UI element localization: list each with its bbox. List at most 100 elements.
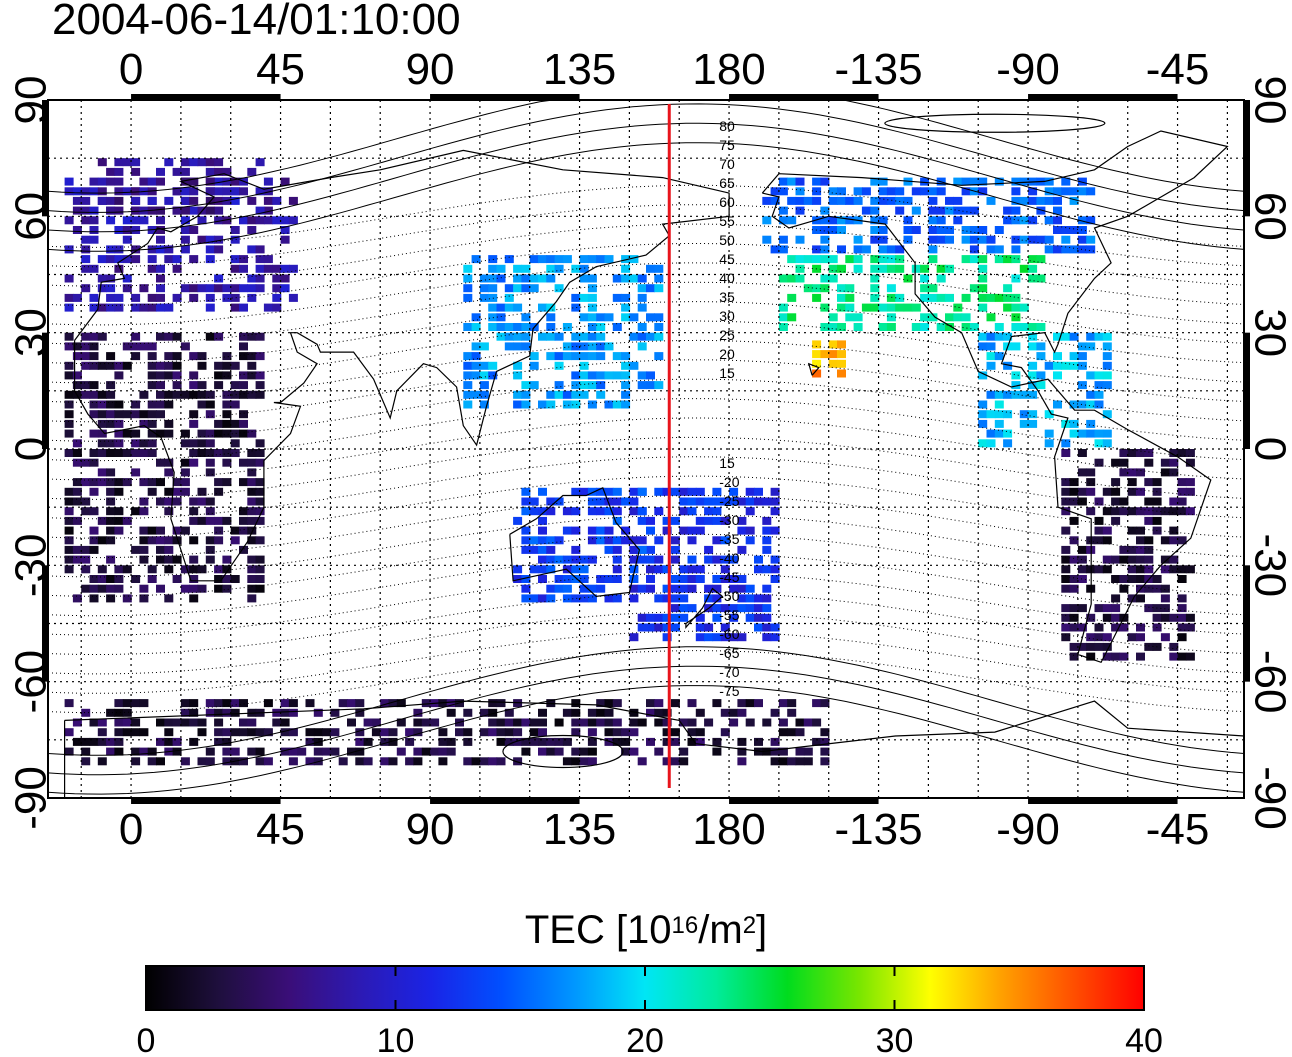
top-lon-label: 180 bbox=[692, 45, 765, 94]
frame-bar bbox=[729, 94, 879, 100]
contour-label: 15 bbox=[719, 455, 735, 471]
frame-bar bbox=[1028, 798, 1178, 804]
frame-bar bbox=[430, 798, 580, 804]
colorbar-title-prefix: TEC [10 bbox=[524, 908, 672, 952]
contour-65 bbox=[48, 142, 1244, 252]
tec-region-3 bbox=[778, 255, 1046, 331]
frame-bar bbox=[1244, 332, 1250, 449]
coastline-5 bbox=[807, 362, 820, 376]
right-lat-label: 90 bbox=[1246, 76, 1292, 125]
contour-pole-south bbox=[502, 734, 624, 769]
left-lat-label: 60 bbox=[7, 192, 56, 241]
contour--70 bbox=[48, 665, 1244, 776]
left-lat-label: 30 bbox=[7, 308, 56, 357]
contour-label: 55 bbox=[719, 213, 735, 229]
frame-bar bbox=[42, 565, 48, 682]
contour-label: -25 bbox=[719, 493, 739, 509]
contour-label: 20 bbox=[719, 346, 735, 362]
left-lat-label: 90 bbox=[7, 76, 56, 125]
contour-label: 35 bbox=[719, 289, 735, 305]
contour-label: -65 bbox=[719, 645, 739, 661]
left-lat-label: -30 bbox=[7, 534, 56, 598]
tec-region-7 bbox=[629, 487, 780, 642]
frame-bar bbox=[1244, 565, 1250, 682]
right-lat-label: 30 bbox=[1246, 308, 1292, 357]
colorbar-title-exp1: 16 bbox=[671, 912, 699, 939]
contour-label: 60 bbox=[719, 194, 735, 210]
bottom-lon-label: 135 bbox=[543, 805, 616, 854]
frame-bar bbox=[729, 798, 879, 804]
contour-labels: 80 75 70 65 60 55 50 45 40 35 30 25 20 15 15 -20 -25 -30 -… bbox=[719, 118, 739, 699]
left-lat-label: -90 bbox=[7, 766, 56, 830]
tec-region-4 bbox=[762, 177, 1096, 254]
right-lat-label: -90 bbox=[1246, 766, 1292, 830]
contour-label: -60 bbox=[719, 626, 739, 642]
contour-label: 15 bbox=[719, 365, 735, 381]
colorbar-tick-label: 30 bbox=[876, 1022, 914, 1057]
bottom-lon-label: -135 bbox=[835, 805, 923, 854]
contour-label: -70 bbox=[719, 664, 739, 680]
frame-bar bbox=[1028, 94, 1178, 100]
contour-label: -30 bbox=[719, 512, 739, 528]
bottom-lon-label: 45 bbox=[256, 805, 305, 854]
bottom-lon-label: -45 bbox=[1146, 805, 1210, 854]
colorbar-title-exp2: 2 bbox=[742, 912, 757, 939]
contour-label: 30 bbox=[719, 308, 735, 324]
contour-70 bbox=[48, 122, 1244, 233]
contour--65 bbox=[48, 646, 1244, 756]
colorbar-tick-label: 20 bbox=[626, 1022, 664, 1057]
tec-data-layer bbox=[64, 158, 1195, 766]
colorbar-tick-label: 10 bbox=[377, 1022, 415, 1057]
colorbar-title: TEC [1016/m2] bbox=[0, 906, 1292, 954]
bottom-lon-label: -90 bbox=[996, 805, 1060, 854]
contour-label: 80 bbox=[719, 118, 735, 134]
coastline-3 bbox=[761, 130, 1229, 664]
colorbar-title-suffix: ] bbox=[756, 908, 768, 952]
frame-bar bbox=[131, 94, 281, 100]
left-lat-label: 0 bbox=[7, 437, 56, 461]
colorbar-title-mid: /m bbox=[698, 908, 743, 952]
contour-pole-north bbox=[884, 113, 1106, 133]
top-lon-label: -90 bbox=[996, 45, 1060, 94]
bottom-lon-label: 0 bbox=[119, 805, 143, 854]
bottom-lon-label: 180 bbox=[692, 805, 765, 854]
right-lat-label: 0 bbox=[1246, 437, 1292, 461]
tec-region-5 bbox=[978, 332, 1112, 448]
top-lon-label: -45 bbox=[1146, 45, 1210, 94]
magnetic-contours bbox=[48, 100, 1244, 795]
contour-label: 45 bbox=[719, 251, 735, 267]
bottom-lon-label: 90 bbox=[406, 805, 455, 854]
tec-region-11 bbox=[64, 699, 830, 766]
coastline-1 bbox=[509, 486, 641, 598]
top-lon-label: 90 bbox=[406, 45, 455, 94]
frame-bar bbox=[430, 94, 580, 100]
contour-label: -20 bbox=[719, 474, 739, 490]
coastline-2 bbox=[685, 587, 724, 630]
frame-bar bbox=[1244, 100, 1250, 217]
contour-75 bbox=[48, 103, 1244, 213]
top-lon-label: 135 bbox=[543, 45, 616, 94]
coastline-layer bbox=[63, 130, 1244, 798]
frame-bar bbox=[131, 798, 281, 804]
contour-label: -55 bbox=[719, 607, 739, 623]
colorbar-tick-label: 0 bbox=[137, 1022, 156, 1057]
coastline-4 bbox=[63, 700, 1244, 798]
top-lon-label: 0 bbox=[119, 45, 143, 94]
contour-label: 25 bbox=[719, 327, 735, 343]
timestamp-title: 2004-06-14/01:10:00 bbox=[52, 0, 461, 44]
contour-label: -50 bbox=[719, 588, 739, 604]
contour--75 bbox=[48, 685, 1244, 795]
contour-label: -45 bbox=[719, 569, 739, 585]
right-lat-label: 60 bbox=[1246, 192, 1292, 241]
contour-label: 65 bbox=[719, 175, 735, 191]
colorbar-tick-label: 40 bbox=[1125, 1022, 1163, 1057]
left-lat-label: -60 bbox=[7, 650, 56, 714]
axis-tick-labels: 0 45 90 135 180 -135 -90 -450 45 90 135 180 -135 -90-… bbox=[7, 45, 1292, 854]
contour-label: -35 bbox=[719, 531, 739, 547]
contour-label: -75 bbox=[719, 683, 739, 699]
tec-region-8 bbox=[513, 487, 647, 603]
lat-lon-grid bbox=[48, 100, 1244, 798]
contour-label: -40 bbox=[719, 550, 739, 566]
contour-label: 40 bbox=[719, 270, 735, 286]
